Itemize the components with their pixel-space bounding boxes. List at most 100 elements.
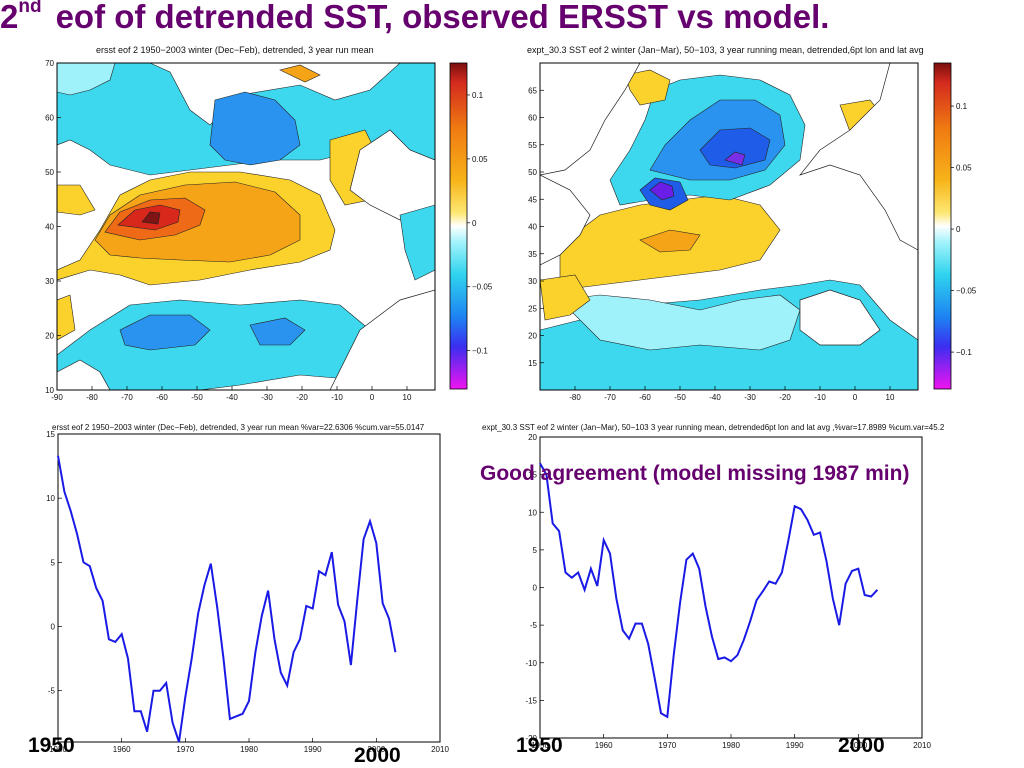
ts-y-tick-label: 15	[528, 471, 537, 480]
ts-y-tick-label: 10	[528, 508, 537, 517]
ts-x-tick-label: 1960	[113, 745, 131, 754]
colorbar-tick-label: 0.05	[956, 164, 972, 173]
map-y-tick-label: 60	[45, 114, 54, 123]
map1-field	[57, 63, 435, 390]
map-x-tick-label: 10	[886, 393, 895, 402]
map-y-tick-label: 25	[528, 304, 537, 313]
ts-y-tick-label: 20	[528, 433, 537, 442]
ts-x-tick-label: 2010	[431, 745, 449, 754]
colorbar-tick-label: −0.05	[956, 287, 977, 296]
map-x-tick-label: -40	[709, 393, 721, 402]
map-x-tick-label: -80	[86, 393, 98, 402]
colorbar-tick-label: −0.1	[956, 348, 972, 357]
map-y-tick-label: 45	[528, 195, 537, 204]
map-y-tick-label: 35	[528, 250, 537, 259]
ts-x-tick-label: 1950	[49, 745, 67, 754]
map-y-tick-label: 30	[528, 277, 537, 286]
map-x-tick-label: -80	[569, 393, 581, 402]
map1-colorbar-ticks: 0.1 0.05 0 −0.05 −0.1	[467, 91, 493, 356]
map2-x-axis: -80 -70 -60 -50 -40 -30 -20 -10 0 10	[569, 386, 895, 402]
map-x-tick-label: -70	[604, 393, 616, 402]
map-y-tick-label: 70	[45, 59, 54, 68]
map-x-tick-label: 0	[853, 393, 858, 402]
map-y-tick-label: 30	[45, 277, 54, 286]
colorbar-tick-label: 0.1	[956, 102, 968, 111]
ts-y-tick-label: 10	[46, 494, 55, 503]
ts-x-tick-label: 2010	[913, 741, 931, 750]
map-x-tick-label: -40	[226, 393, 238, 402]
map1-y-axis: 10 20 30 40 50 60 70	[45, 59, 61, 395]
map2-y-axis: 15 20 25 30 35 40 45 50 55 60 65	[528, 86, 544, 368]
ts-series-line	[57, 455, 397, 743]
map-x-tick-label: -30	[261, 393, 273, 402]
ts-y-tick-label: -5	[48, 687, 56, 696]
map2-colorbar	[933, 62, 952, 390]
map-y-tick-label: 50	[45, 168, 54, 177]
map-x-tick-label: -20	[779, 393, 791, 402]
ts-x-tick-label: 1970	[658, 741, 676, 750]
ts-y-tick-label: 5	[51, 558, 56, 567]
colorbar-tick-label: 0.05	[472, 155, 488, 164]
ts1-axes: 1950 1960 1970 1980 1990 2000 2010 15 10 5 0 -5	[46, 430, 449, 754]
year-label-1950-left: 1950	[28, 734, 75, 757]
title-number: 2	[0, 0, 19, 35]
map-x-tick-label: -70	[121, 393, 133, 402]
ts-series-line	[539, 462, 879, 719]
ts1-title: ersst eof 2 1950−2003 winter (Dec−Feb), …	[52, 423, 425, 432]
ts-x-tick-label: 2000	[849, 741, 867, 750]
map-y-tick-label: 20	[45, 332, 54, 341]
ts-y-tick-label: 15	[46, 430, 55, 439]
ts2-series	[539, 462, 879, 719]
title-ordinal-suffix: nd	[18, 0, 42, 17]
map-y-tick-label: 40	[528, 223, 537, 232]
map-x-tick-label: -10	[331, 393, 343, 402]
ts-x-tick-label: 1980	[722, 741, 740, 750]
map-x-tick-label: -30	[744, 393, 756, 402]
map-x-tick-label: 10	[403, 393, 412, 402]
map-y-tick-label: 20	[528, 332, 537, 341]
map1-title: ersst eof 2 1950−2003 winter (Dec−Feb), …	[96, 45, 374, 55]
ts2-title: expt_30.3 SST eof 2 winter (Jan−Mar), 50…	[482, 423, 945, 432]
ts-x-tick-label: 1990	[304, 745, 322, 754]
colorbar-tick-label: −0.1	[472, 347, 488, 356]
ts-x-tick-label: 1990	[786, 741, 804, 750]
ts-x-tick-label: 1980	[240, 745, 258, 754]
map-y-tick-label: 60	[528, 114, 537, 123]
slide-title: 2nd eof of detrended SST, observed ERSST …	[0, 0, 1024, 36]
ts-y-tick-label: 0	[51, 623, 56, 632]
ts1-series	[57, 455, 397, 743]
map-x-tick-label: -90	[51, 393, 63, 402]
ts-x-tick-label: 1950	[531, 741, 549, 750]
map2-title: expt_30.3 SST eof 2 winter (Jan−Mar), 50…	[527, 45, 924, 55]
map-y-tick-label: 55	[528, 141, 537, 150]
map-x-tick-label: 0	[370, 393, 375, 402]
ts-y-tick-label: -15	[525, 696, 537, 705]
map2-field	[540, 63, 918, 390]
title-text: eof of detrended SST, observed ERSST vs …	[55, 0, 830, 35]
map-y-tick-label: 40	[45, 223, 54, 232]
ts-y-tick-label: -10	[525, 659, 537, 668]
colorbar-tick-label: 0.1	[472, 91, 484, 100]
ts-x-tick-label: 1960	[595, 741, 613, 750]
year-label-2000-right: 2000	[838, 734, 885, 757]
ts-x-tick-label: 1970	[176, 745, 194, 754]
year-label-2000-left: 2000	[354, 744, 401, 767]
map-y-tick-label: 10	[45, 386, 54, 395]
ts-y-tick-label: -5	[530, 621, 538, 630]
map1-x-axis: -90 -80 -70 -60 -50 -40 -30 -20 -10 0 10	[51, 386, 412, 402]
map-x-tick-label: -50	[674, 393, 686, 402]
colorbar-tick-label: 0	[472, 219, 477, 228]
map-y-tick-label: 15	[528, 359, 537, 368]
colorbar-tick-label: −0.05	[472, 283, 493, 292]
map-x-tick-label: -50	[191, 393, 203, 402]
ts-x-tick-label: 2000	[367, 745, 385, 754]
map-y-tick-label: 65	[528, 86, 537, 95]
year-label-1950-right: 1950	[516, 734, 563, 757]
map-y-tick-label: 50	[528, 168, 537, 177]
ts-y-tick-label: 5	[533, 546, 538, 555]
annotation-text: Good agreement (model missing 1987 min)	[480, 462, 910, 485]
